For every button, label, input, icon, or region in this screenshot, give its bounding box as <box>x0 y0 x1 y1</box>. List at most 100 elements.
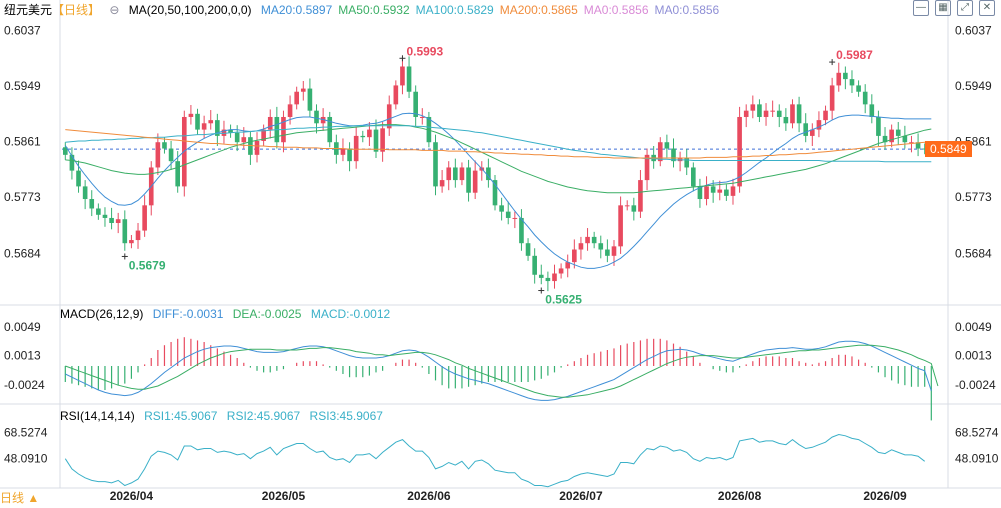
candle-body <box>783 116 789 124</box>
candle-body <box>519 217 524 244</box>
macd-dea: DEA:-0.0025 <box>232 307 302 321</box>
rsi3-value: RSI3:45.9067 <box>309 409 383 423</box>
candle-body <box>62 147 68 155</box>
candle-body <box>386 104 392 129</box>
candle-body <box>862 91 868 105</box>
last-price-tag: 0.5849 <box>925 141 972 158</box>
candle-body <box>208 120 214 124</box>
candle-body <box>89 199 95 209</box>
candle-body <box>849 79 855 86</box>
macd-y-tick-right: 0.0013 <box>955 349 992 363</box>
annotation-label: 0.5993 <box>406 44 443 58</box>
candle-body <box>618 205 623 247</box>
candle-body <box>591 236 597 244</box>
candle-body <box>472 170 478 193</box>
close-icon[interactable]: ✕ <box>979 0 995 16</box>
candle-body <box>743 110 749 117</box>
candle-body <box>360 135 366 138</box>
macd-value: MACD:-0.0012 <box>310 307 391 321</box>
candle-body <box>287 104 293 117</box>
candle-body <box>228 129 233 133</box>
candle-body <box>710 186 716 193</box>
annotation-label: 0.5679 <box>129 258 166 272</box>
price-y-tick-left: 0.6037 <box>4 24 41 38</box>
candle-body <box>168 148 174 162</box>
candle-body <box>684 158 690 168</box>
dea-line <box>65 344 939 398</box>
candle-body <box>294 91 299 105</box>
macd-legend: MACD(26,12,9) DIFF:-0.0031 DEA:-0.0025 M… <box>60 306 396 322</box>
candle-body <box>697 186 703 200</box>
candle-body <box>750 104 756 111</box>
candle-body <box>76 170 81 187</box>
candle-body <box>234 132 240 143</box>
macd-y-tick-left: 0.0049 <box>4 320 41 334</box>
candle-body <box>757 104 762 117</box>
expand-icon[interactable]: ⤢ <box>957 0 973 16</box>
x-tick-label: 2026/05 <box>262 489 306 503</box>
candle-body <box>532 255 537 275</box>
period-label[interactable]: 【日线】 <box>52 3 101 17</box>
rsi-line <box>64 433 926 488</box>
candle-body <box>267 116 273 130</box>
macd-y-tick-right: -0.0024 <box>955 378 996 392</box>
rsi-label: RSI(14,14,14) <box>60 409 135 423</box>
candle-body <box>889 129 894 143</box>
rsi1-value: RSI1:45.9067 <box>144 409 218 423</box>
grid-icon[interactable]: ▦ <box>935 0 951 16</box>
candle-body <box>393 85 399 105</box>
candle-body <box>175 161 181 187</box>
candle-body <box>565 262 571 269</box>
candle-body <box>248 137 253 155</box>
candle-body <box>704 186 709 200</box>
candle-body <box>552 273 557 282</box>
candle-body <box>347 148 352 162</box>
chart-toolbar: — ▦ ⤢ ✕ <box>913 0 995 16</box>
candle-body <box>724 189 729 196</box>
candle-body <box>353 135 359 162</box>
candle-body <box>380 128 385 152</box>
candle-body <box>406 66 412 92</box>
candle-body <box>96 208 101 215</box>
ma-value-1: MA50:0.5932 <box>338 3 410 17</box>
price-y-tick-right: 0.5684 <box>955 246 992 260</box>
candle-body <box>215 120 220 136</box>
ma200-line <box>65 129 932 159</box>
candle-body <box>162 142 167 149</box>
candle-body <box>525 243 531 256</box>
candle-body <box>717 189 723 193</box>
candle-body <box>915 142 921 149</box>
candle-body <box>843 72 848 80</box>
candle-body <box>737 116 742 187</box>
candle-body <box>895 129 901 136</box>
candle-body <box>876 116 881 136</box>
candle-body <box>122 219 128 244</box>
candle-body <box>829 85 835 111</box>
diff-line <box>65 340 932 401</box>
macd-label: MACD(26,12,9) <box>60 307 144 321</box>
price-y-tick-right: 0.5773 <box>955 190 992 204</box>
candle-body <box>869 104 875 117</box>
candle-body <box>82 186 88 200</box>
candle-body <box>300 88 306 92</box>
annotation-label: 0.5625 <box>545 293 582 307</box>
symbol-label: 纽元美元 <box>4 3 53 17</box>
candle-body <box>691 167 696 187</box>
candle-body <box>856 85 861 92</box>
candle-body <box>558 268 564 274</box>
price-y-tick-left: 0.5949 <box>4 79 41 93</box>
candle-body <box>512 217 518 219</box>
period-toggle-button[interactable]: 日线 ▲ <box>0 491 40 505</box>
x-tick-label: 2026/08 <box>718 489 762 503</box>
candle-body <box>307 88 313 111</box>
candle-body <box>439 180 445 187</box>
ma-settings-icon[interactable]: ⊖ <box>109 3 120 17</box>
candle-body <box>671 148 676 162</box>
ma-value-3: MA200:0.5865 <box>499 3 578 17</box>
candle-body <box>459 167 465 181</box>
minimize-icon[interactable]: — <box>913 0 929 16</box>
macd-y-tick-left: 0.0013 <box>4 349 41 363</box>
candle-body <box>730 186 736 196</box>
